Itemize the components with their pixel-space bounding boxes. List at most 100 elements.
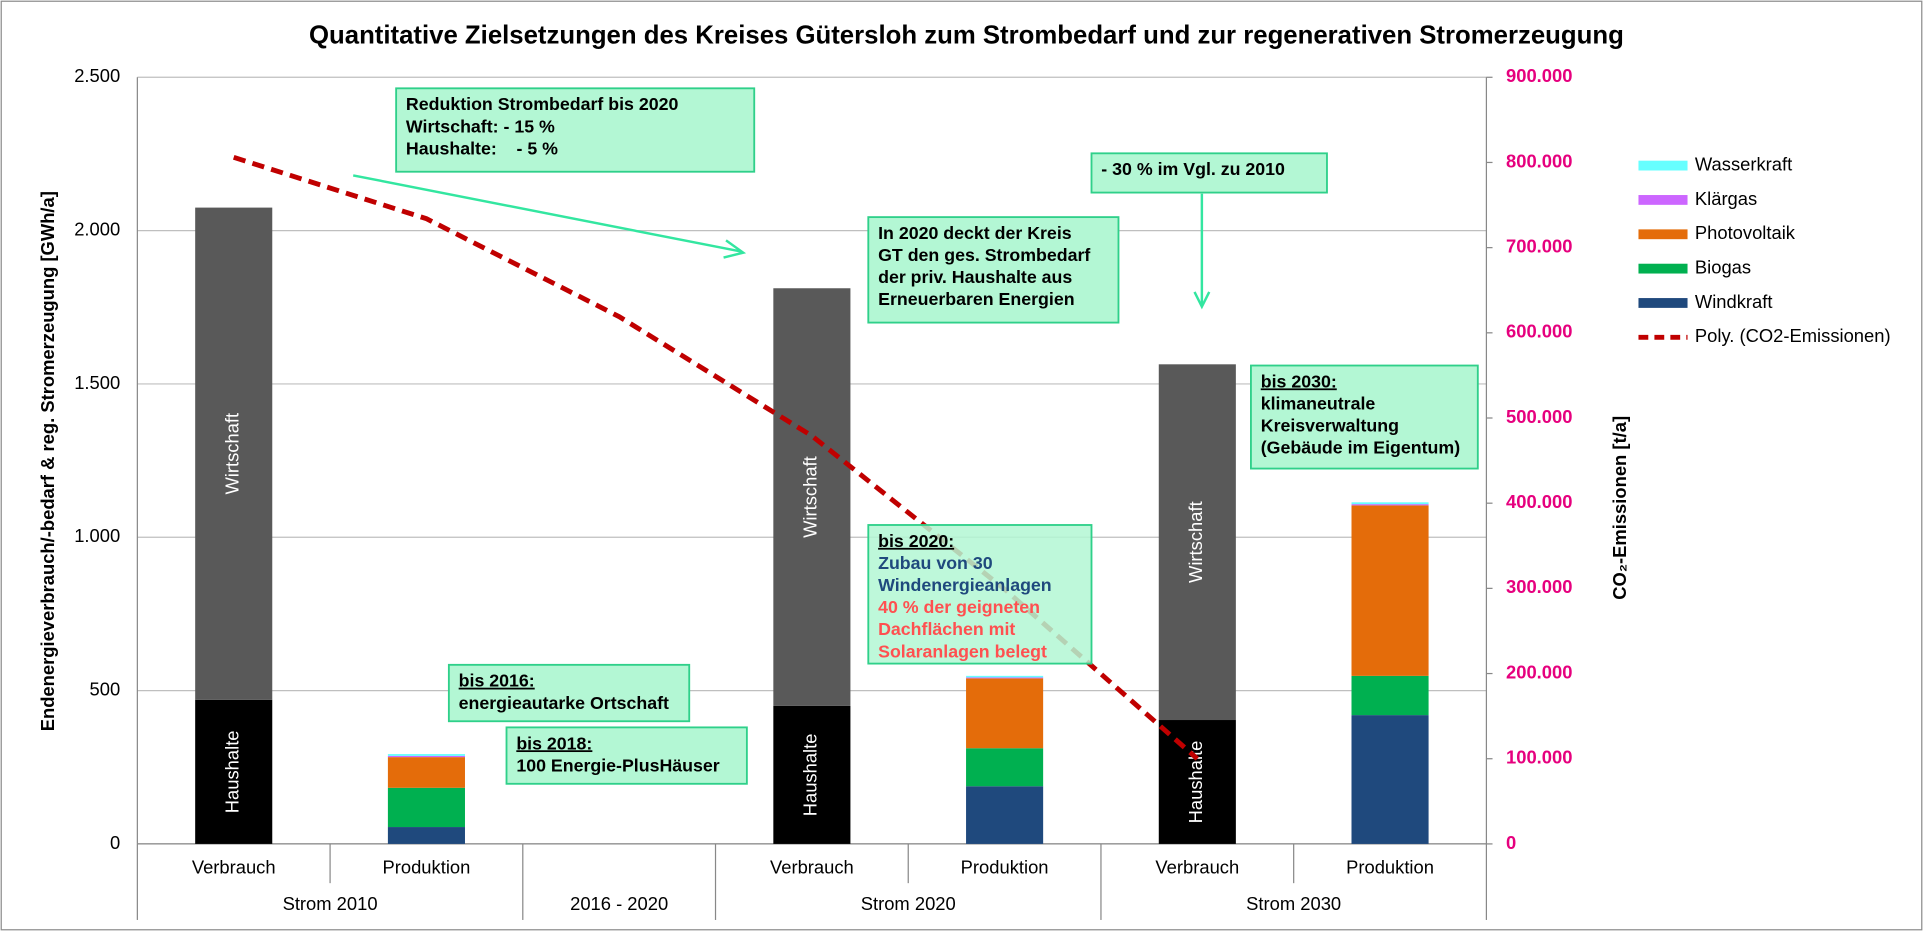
bar-segment (387, 754, 465, 756)
segment-label: Wirtschaft (222, 413, 243, 495)
y-tick-label: 1.000 (74, 525, 120, 546)
y2-tick-label: 400.000 (1506, 491, 1572, 512)
legend-swatch (1638, 298, 1688, 308)
annotation-text: bis 2018: (516, 733, 592, 753)
annotation-text: - 30 % im Vgl. zu 2010 (1101, 159, 1285, 179)
annotation-box (867, 524, 1093, 665)
y2-tick-label: 300.000 (1506, 576, 1572, 597)
y-tick-label: 0 (110, 832, 120, 853)
annotation-text: der priv. Haushalte aus (878, 267, 1072, 287)
legend-label: Photovoltaik (1695, 222, 1796, 243)
y2-tick-label: 200.000 (1506, 661, 1572, 682)
y2-tick-label: 900.000 (1506, 65, 1572, 86)
legend-label: Biogas (1695, 256, 1751, 277)
bar-segment (387, 755, 465, 758)
group-label: 2016 - 2020 (570, 893, 668, 914)
annotation-box (505, 726, 748, 785)
annotation-box (1250, 364, 1479, 470)
annotation-text: 100 Energie-PlusHäuser (516, 755, 719, 775)
legend-label: Windkraft (1695, 291, 1773, 312)
bar-segment (773, 705, 851, 844)
group-label: Strom 2030 (1246, 893, 1341, 914)
segment-label: Haushalte (222, 730, 243, 813)
annotation-text: klimaneutrale (1261, 393, 1376, 413)
arrow (352, 174, 741, 253)
x-tick-label: Verbrauch (770, 856, 854, 877)
y2-tick-label: 800.000 (1506, 150, 1572, 171)
legend-label: Klärgas (1695, 188, 1757, 209)
annotation-text: GT den ges. Strombedarf (878, 245, 1090, 265)
legend-label: Poly. (CO2-Emissionen) (1695, 325, 1891, 346)
bar-segment (966, 678, 1044, 749)
segment-label: Haushalte (800, 734, 821, 817)
bar-segment (1351, 504, 1429, 506)
annotation-text: 40 % der geigneten (878, 597, 1040, 617)
bar-segment (387, 757, 465, 788)
bar-segment (1351, 505, 1429, 676)
x-tick-label: Produktion (1346, 856, 1434, 877)
y-tick-label: 2.000 (74, 218, 120, 239)
x-tick-label: Verbrauch (1155, 856, 1239, 877)
bar-segment (387, 827, 465, 844)
annotation-box (867, 216, 1120, 324)
y2-tick-label: 100.000 (1506, 747, 1572, 768)
arrows (352, 174, 1211, 310)
plot-area: 0 500 1.000 1.500 2.000 2.500 0 100.000 200.000 3… (74, 65, 1572, 920)
bar-segment (966, 748, 1044, 787)
bar-segment (966, 675, 1044, 678)
y2-tick-label: 600.000 (1506, 321, 1572, 342)
y2-tick-label: 0 (1506, 832, 1516, 853)
bar-segment (195, 207, 273, 700)
chart-title: Quantitative Zielsetzungen des Kreises G… (309, 22, 1624, 50)
annotation-text: Dachflächen mit (878, 619, 1015, 639)
group-label: Strom 2020 (861, 893, 956, 914)
x-tick-label: Verbrauch (192, 856, 276, 877)
bar-segment (387, 787, 465, 828)
legend-swatch (1638, 263, 1688, 274)
annotation-box (447, 663, 691, 723)
annotation-text: Kreisverwaltung (1261, 416, 1399, 436)
arrow-head (1193, 291, 1211, 310)
bar-segment (1351, 675, 1429, 716)
annotation-text: (Gebäude im Eigentum) (1261, 438, 1460, 458)
y2-tick-label: 500.000 (1506, 406, 1572, 427)
annotation-text: bis 2020: (878, 531, 954, 551)
annotation-text: bis 2016: (459, 671, 535, 691)
annotation-text: Windenergieanlagen (878, 575, 1052, 595)
annotation-text: energieautarke Ortschaft (459, 693, 669, 713)
legend: Wasserkraft Klärgas Photovoltaik Biogas Wind… (1638, 153, 1891, 346)
legend-swatch (1638, 195, 1688, 205)
bar-segment (966, 677, 1044, 679)
y2-axis-label: CO₂-Emissionen [t/a] (1609, 416, 1630, 600)
y2-tick-label: 700.000 (1506, 235, 1572, 256)
segment-label: Wirtschaft (1185, 501, 1206, 583)
x-tick-label: Produktion (383, 856, 471, 877)
annotation-text: Solaranlagen belegt (878, 641, 1047, 661)
x-tick-label: Produktion (961, 856, 1049, 877)
y-tick-label: 1.500 (74, 372, 120, 393)
annotation-text: Erneuerbaren Energien (878, 289, 1074, 309)
y-tick-label: 2.500 (74, 65, 120, 86)
bar-segment (1158, 364, 1236, 721)
bar-segment (1351, 502, 1429, 505)
y-axis-label: Endenergieverbrauch/-bedarf & reg. Strom… (37, 191, 58, 731)
annotation-text: Wirtschaft: - 15 % (406, 116, 555, 136)
bar-segment (1351, 715, 1429, 844)
bar-segment (966, 786, 1044, 844)
arrow-head (723, 239, 747, 259)
group-label: Strom 2010 (283, 893, 378, 914)
annotations: Reduktion Strombedarf bis 2020Wirtschaft… (395, 87, 1479, 785)
annotation-text: In 2020 deckt der Kreis (878, 223, 1072, 243)
annotation-text: Zubau von 30 (878, 553, 993, 573)
annotation-text: Haushalte: - 5 % (406, 138, 558, 158)
legend-swatch (1638, 160, 1688, 171)
legend-label: Wasserkraft (1695, 153, 1792, 174)
annotation-text: bis 2030: (1261, 371, 1337, 391)
annotation-box (395, 87, 756, 173)
bar-segment (773, 288, 851, 706)
y-tick-label: 500 (90, 678, 121, 699)
annotation-box (1090, 152, 1328, 194)
segment-label: Haushalte (1185, 741, 1206, 824)
